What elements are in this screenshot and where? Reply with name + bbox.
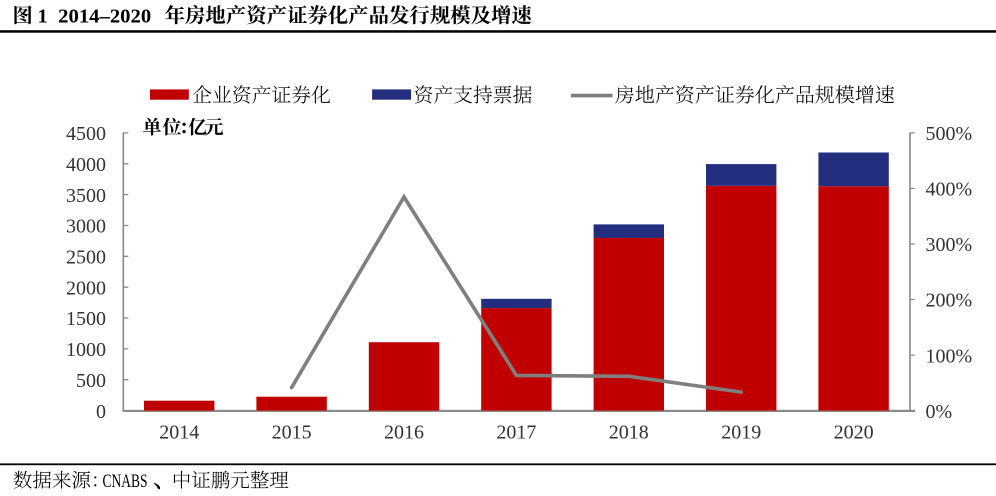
- svg-text:4500: 4500: [66, 123, 106, 145]
- svg-text:100%: 100%: [926, 345, 973, 367]
- svg-text:3500: 3500: [66, 185, 106, 207]
- svg-text:3000: 3000: [66, 216, 106, 238]
- svg-text:2020: 2020: [834, 422, 874, 444]
- svg-text:500: 500: [76, 370, 106, 392]
- svg-text:300%: 300%: [926, 234, 973, 256]
- svg-text:1000: 1000: [66, 339, 106, 361]
- svg-text:2000: 2000: [66, 277, 106, 299]
- svg-text:500%: 500%: [926, 123, 973, 145]
- svg-text:2015: 2015: [272, 422, 312, 444]
- svg-text:200%: 200%: [926, 290, 973, 312]
- svg-text:CNABS: CNABS: [103, 471, 148, 492]
- svg-text:2014: 2014: [159, 422, 199, 444]
- svg-text:1500: 1500: [66, 308, 106, 330]
- svg-text:0%: 0%: [926, 401, 953, 423]
- svg-text:2014–2020: 2014–2020: [58, 6, 151, 28]
- svg-text:2019: 2019: [721, 422, 761, 444]
- svg-text:2018: 2018: [609, 422, 649, 444]
- svg-text:2500: 2500: [66, 247, 106, 269]
- svg-text:2017: 2017: [496, 422, 536, 444]
- svg-text:1: 1: [38, 6, 48, 28]
- svg-text:0: 0: [96, 401, 106, 423]
- svg-text:400%: 400%: [926, 179, 973, 201]
- svg-text:4000: 4000: [66, 154, 106, 176]
- svg-text:2016: 2016: [384, 422, 424, 444]
